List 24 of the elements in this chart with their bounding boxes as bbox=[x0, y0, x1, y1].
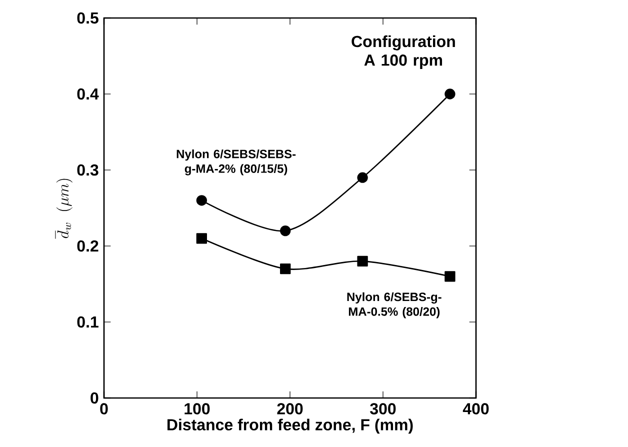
y-axis-title: $\overline{d}_{w}\ \ (\mu m)$ bbox=[55, 178, 72, 239]
x-axis-title: Distance from feed zone, F (mm) bbox=[167, 418, 413, 434]
point bbox=[196, 195, 207, 206]
series-label: Nylon 6/SEBS-g-MA-0.5% (80/20) bbox=[347, 292, 442, 318]
point bbox=[196, 233, 207, 244]
y-tick-label: 0 bbox=[90, 392, 98, 404]
annotation: Configuration A 100 rpm bbox=[352, 35, 455, 69]
x-tick-label: 200 bbox=[277, 403, 303, 414]
y-tick-label: 0.4 bbox=[77, 88, 99, 100]
y-tick-label: 0.3 bbox=[77, 164, 98, 176]
x-tick-label: 300 bbox=[370, 403, 396, 414]
text: Nylon 6/SEBS/SEBS-g-MA-2% (80/15/5) bbox=[176, 149, 296, 176]
x-tick-label: 100 bbox=[184, 403, 210, 414]
point bbox=[444, 271, 456, 282]
point bbox=[357, 256, 368, 267]
point bbox=[357, 172, 368, 183]
y-tick-label: 0.5 bbox=[77, 12, 98, 24]
x-tick-label: 0 bbox=[100, 403, 108, 414]
y-tick-label: 0.1 bbox=[77, 316, 98, 328]
point bbox=[280, 263, 291, 274]
x-tick-label: 400 bbox=[462, 403, 489, 414]
y-tick-label: 0.2 bbox=[77, 240, 98, 252]
point bbox=[444, 88, 456, 100]
point bbox=[280, 225, 291, 236]
